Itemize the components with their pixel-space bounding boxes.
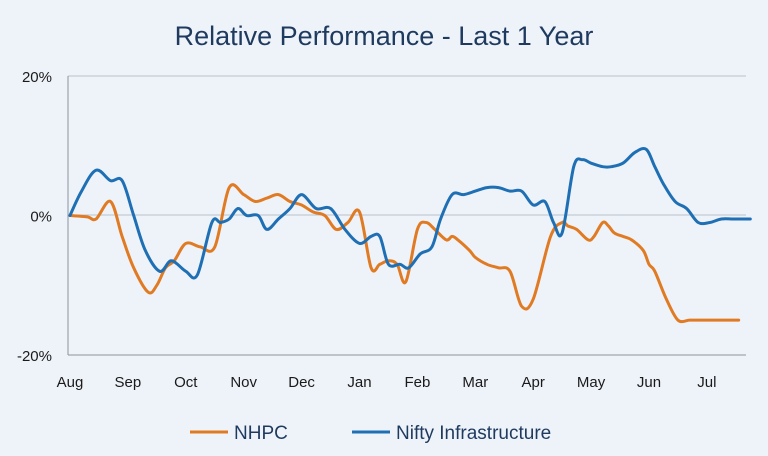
x-tick-label: Feb [404, 374, 430, 391]
x-tick-label: Nov [230, 374, 257, 391]
y-tick-label: 0% [30, 209, 52, 226]
x-tick-label: Jun [637, 374, 661, 391]
series-line-0 [68, 183, 741, 324]
legend-label: Nifty Infrastructure [396, 423, 551, 444]
legend: NHPC Nifty Infrastructure [190, 423, 551, 444]
x-tick-label: Mar [462, 374, 488, 391]
legend-label: NHPC [234, 423, 288, 444]
series-lines [68, 146, 752, 324]
y-tick-label: 20% [22, 69, 52, 86]
chart-title: Relative Performance - Last 1 Year [175, 21, 594, 51]
x-tick-label: Jan [347, 374, 371, 391]
x-tick-label: May [577, 374, 606, 391]
y-tick-labels: 20% 0% -20% [17, 69, 52, 365]
x-tick-label: Aug [57, 374, 84, 391]
x-tick-labels: Aug Sep Oct Nov Dec Jan Feb Mar Apr May Jun Jul [57, 374, 717, 391]
x-tick-label: Oct [174, 374, 198, 391]
series-line-1 [68, 146, 752, 280]
x-tick-label: Sep [115, 374, 142, 391]
y-tick-label: -20% [17, 348, 52, 365]
x-tick-label: Dec [288, 374, 315, 391]
x-tick-label: Jul [697, 374, 716, 391]
x-tick-label: Apr [522, 374, 545, 391]
